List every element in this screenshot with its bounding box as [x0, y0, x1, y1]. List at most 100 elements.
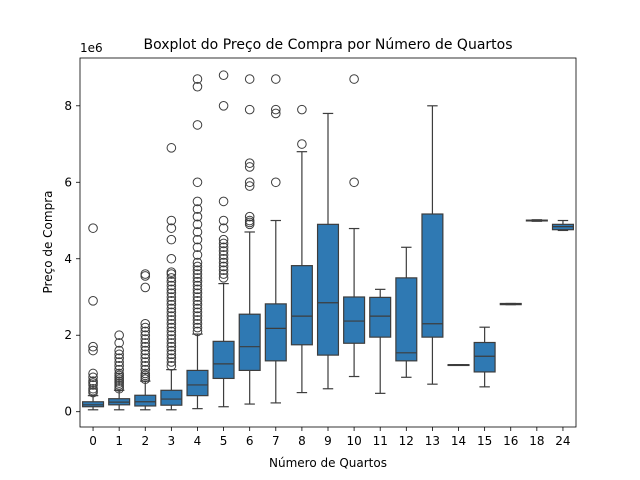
outlier-0-5 [88, 372, 98, 383]
plot-area [82, 70, 574, 411]
outlier-2-12 [140, 353, 151, 363]
outlier-4-22 [192, 296, 203, 306]
box-12 [395, 277, 418, 362]
outlier-3-10 [166, 284, 177, 295]
outlier-6-5 [244, 181, 255, 191]
box-3 [160, 389, 183, 406]
outlier-0-2 [88, 341, 98, 352]
x-tick-label-1: 1 [115, 434, 123, 448]
outlier-4-8 [192, 227, 203, 237]
outlier-3-24 [166, 338, 177, 348]
box-10 [343, 296, 366, 344]
outlier-5-7 [218, 242, 229, 253]
outlier-2-4 [140, 322, 151, 333]
box-group-18 [525, 219, 548, 222]
box-group-1 [108, 330, 131, 411]
x-tick-label-12: 12 [399, 434, 414, 448]
outlier-1-7 [114, 364, 124, 375]
outlier-4-5 [192, 204, 203, 214]
outlier-6-4 [244, 177, 255, 188]
outlier-6-1 [244, 104, 255, 115]
outlier-4-30 [192, 326, 203, 337]
outlier-5-10 [218, 253, 229, 264]
outlier-3-2 [166, 223, 177, 233]
outlier-1-2 [114, 345, 124, 356]
y-tick-label-8: 8 [64, 99, 72, 113]
outlier-0-1 [88, 296, 98, 306]
outlier-1-4 [114, 353, 124, 363]
box-group-16 [499, 302, 522, 306]
box-group-9 [316, 112, 340, 390]
outlier-8-1 [297, 139, 307, 149]
outlier-3-15 [166, 303, 177, 314]
outlier-3-12 [166, 292, 177, 302]
outlier-8-0 [297, 104, 307, 115]
outlier-1-6 [114, 361, 124, 371]
outlier-6-8 [244, 217, 255, 228]
outlier-4-23 [192, 299, 203, 310]
outlier-10-1 [349, 177, 359, 188]
outlier-3-29 [166, 357, 177, 367]
outlier-2-1 [140, 271, 151, 281]
y-axis: 0 2 4 6 8 [64, 99, 80, 419]
outlier-3-27 [166, 349, 177, 360]
y-tick-label-0: 0 [64, 405, 72, 419]
outlier-4-15 [192, 269, 203, 279]
outlier-2-10 [140, 345, 151, 356]
outlier-3-6 [166, 269, 177, 279]
outlier-2-0 [140, 269, 151, 279]
box-8 [290, 265, 313, 346]
outlier-7-0 [270, 74, 281, 84]
box-7 [264, 303, 287, 362]
outlier-1-0 [114, 330, 124, 341]
y-tick-label-6: 6 [64, 175, 72, 189]
outlier-4-11 [192, 250, 203, 260]
outlier-4-20 [192, 288, 203, 298]
box-group-3 [160, 143, 183, 411]
y-tick-label-4: 4 [64, 252, 72, 266]
box-group-2 [134, 269, 157, 411]
outlier-3-17 [166, 311, 177, 321]
x-tick-label-15: 15 [477, 434, 492, 448]
box-group-0 [82, 223, 105, 411]
outlier-0-4 [88, 368, 98, 379]
outlier-3-23 [166, 334, 177, 344]
outlier-4-18 [192, 280, 203, 291]
outlier-7-2 [270, 108, 281, 119]
x-tick-label-14: 14 [451, 434, 466, 448]
outlier-4-19 [192, 284, 203, 295]
outlier-4-6 [192, 211, 203, 222]
x-tick-label-16: 16 [503, 434, 518, 448]
outlier-4-13 [192, 261, 203, 272]
box-group-11 [369, 288, 392, 394]
box-2 [134, 394, 157, 407]
outlier-6-3 [244, 162, 255, 172]
outlier-5-6 [218, 238, 229, 249]
outlier-3-25 [166, 341, 177, 352]
outlier-2-9 [140, 341, 151, 352]
outlier-4-2 [192, 120, 203, 130]
outlier-3-0 [166, 143, 177, 153]
outlier-3-21 [166, 326, 177, 337]
outlier-4-1 [192, 81, 203, 92]
outlier-3-1 [166, 215, 177, 226]
outlier-4-21 [192, 292, 203, 302]
x-tick-label-18: 18 [529, 434, 544, 448]
box-group-6 [238, 74, 261, 405]
box-group-14 [447, 364, 470, 367]
outlier-3-28 [166, 353, 177, 363]
box-group-12 [395, 246, 418, 378]
outlier-4-27 [192, 315, 203, 325]
box-13 [421, 213, 444, 338]
outlier-1-5 [114, 357, 124, 367]
box-group-4 [186, 74, 209, 410]
outlier-1-3 [114, 349, 124, 360]
outlier-0-0 [88, 223, 98, 233]
outlier-4-10 [192, 242, 203, 253]
outlier-3-18 [166, 315, 177, 325]
box-group-15 [473, 326, 496, 388]
box-group-5 [212, 70, 235, 408]
outlier-5-2 [218, 196, 229, 207]
outlier-3-7 [166, 273, 177, 283]
